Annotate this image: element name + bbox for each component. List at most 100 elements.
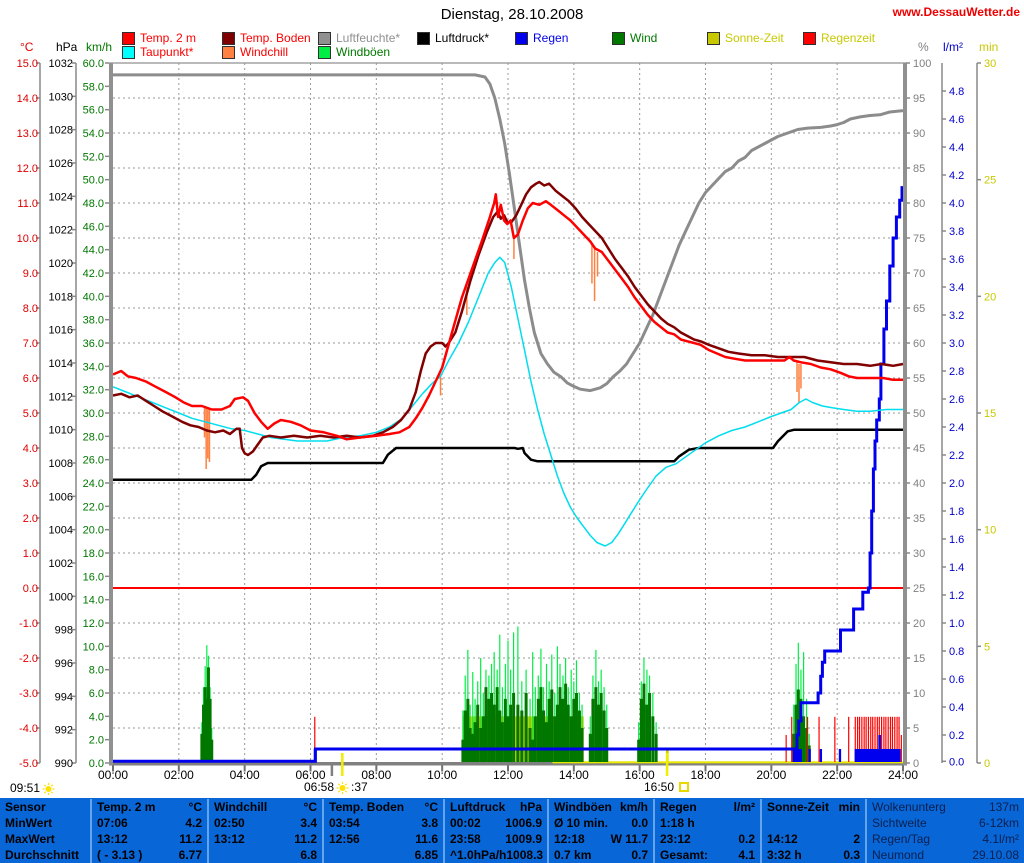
legend-item-windb-en: Windböen	[318, 45, 391, 59]
table-cell: 3:32 h 0.3	[767, 848, 860, 862]
svg-text:18.0: 18.0	[83, 548, 104, 560]
legend-label: Windchill	[240, 45, 289, 59]
svg-text:3.6: 3.6	[949, 254, 964, 266]
svg-text:1.0: 1.0	[23, 548, 38, 560]
table-cell: Sensor	[5, 800, 46, 814]
svg-text:8.0: 8.0	[89, 665, 104, 677]
legend-color-box	[318, 31, 331, 45]
svg-text:3.0: 3.0	[23, 478, 38, 490]
svg-text:1016: 1016	[49, 325, 73, 337]
svg-text:0.0: 0.0	[23, 583, 38, 595]
svg-text:42.0: 42.0	[83, 268, 104, 280]
svg-text:15.0: 15.0	[17, 58, 38, 70]
svg-text:1012: 1012	[49, 391, 73, 403]
svg-text:28.0: 28.0	[83, 431, 104, 443]
legend-label: Regenzeit	[821, 31, 876, 45]
svg-text:22:00: 22:00	[822, 768, 852, 782]
svg-text:1008: 1008	[49, 458, 73, 470]
series-regen-kumuliert	[113, 186, 904, 763]
svg-text:4.0: 4.0	[89, 711, 104, 723]
svg-text:25: 25	[913, 583, 925, 595]
legend-label: Temp. 2 m	[140, 31, 197, 45]
svg-text:15: 15	[984, 408, 996, 420]
legend-label: Taupunkt*	[140, 45, 194, 59]
table-cell: MinWert	[5, 816, 53, 830]
legend-label: Windböen	[336, 45, 391, 59]
table-cell	[762, 815, 865, 831]
svg-text:26.0: 26.0	[83, 455, 104, 467]
table-cell: MaxWert	[5, 832, 55, 846]
legend-item-sonne-zeit: Sonne-Zeit	[707, 31, 784, 45]
svg-text:6.0: 6.0	[89, 688, 104, 700]
svg-text:3.2: 3.2	[949, 310, 964, 322]
svg-text:15: 15	[913, 653, 925, 665]
svg-text:-1.0: -1.0	[19, 618, 38, 630]
sunrise-suffix: :37	[351, 780, 368, 794]
table-cell: 02:50 3.4	[214, 816, 317, 830]
legend-item-luftdruck-: Luftdruck*	[417, 31, 489, 45]
table-cell: 12:18 W 11.7	[554, 832, 648, 846]
series-luftfeuchte	[113, 73, 904, 393]
svg-text:13.0: 13.0	[17, 128, 38, 140]
svg-text:1032: 1032	[49, 58, 73, 70]
svg-text:10.0: 10.0	[83, 641, 104, 653]
svg-text:14.0: 14.0	[83, 595, 104, 607]
svg-text:1018: 1018	[49, 291, 73, 303]
svg-text:1006: 1006	[49, 491, 73, 503]
website-link[interactable]: www.DessauWetter.de	[892, 5, 1020, 19]
svg-text:12.0: 12.0	[83, 618, 104, 630]
table-cell: 14:12 2	[767, 832, 860, 846]
svg-text:58.0: 58.0	[83, 81, 104, 93]
svg-text:0.2: 0.2	[949, 730, 964, 742]
svg-text:04:00: 04:00	[230, 768, 260, 782]
table-cell: ( - 3.13 ) 6.77	[97, 848, 202, 862]
svg-text:60: 60	[913, 338, 925, 350]
svg-text:1010: 1010	[49, 425, 73, 437]
svg-text:08:00: 08:00	[361, 768, 391, 782]
svg-text:100: 100	[913, 58, 931, 70]
svg-text:20.0: 20.0	[83, 525, 104, 537]
svg-text:2.0: 2.0	[23, 513, 38, 525]
sun-icon	[336, 781, 349, 794]
svg-text:45: 45	[913, 443, 925, 455]
legend-item-luftfeuchte-: Luftfeuchte*	[318, 31, 400, 45]
daylight-duration: 09:51	[10, 781, 55, 795]
svg-text:44.0: 44.0	[83, 245, 104, 257]
legend-item-wind: Wind	[612, 31, 657, 45]
svg-text:2.8: 2.8	[949, 366, 964, 378]
table-cell: Durchschnitt	[5, 848, 80, 862]
svg-text:km/h: km/h	[86, 40, 112, 54]
table-cell: Ø 10 min. 0.0	[554, 816, 648, 830]
svg-text:hPa: hPa	[56, 40, 78, 54]
svg-text:3.4: 3.4	[949, 282, 964, 294]
x-axis	[109, 62, 907, 772]
svg-text:1.4: 1.4	[949, 562, 964, 574]
svg-text:1.6: 1.6	[949, 534, 964, 546]
table-column-regen: Regen l/m² 1:18 h 23:12 0.2 Gesamt: 4.1	[653, 799, 760, 863]
table-cell: 13:12 11.2	[97, 832, 202, 846]
svg-text:80: 80	[913, 198, 925, 210]
table-cell: 07:06 4.2	[97, 816, 202, 830]
svg-text:9.0: 9.0	[23, 268, 38, 280]
svg-text:-2.0: -2.0	[19, 653, 38, 665]
legend-label: Temp. Boden	[240, 31, 311, 45]
svg-text:10:00: 10:00	[427, 768, 457, 782]
svg-text:55: 55	[913, 373, 925, 385]
svg-text:0: 0	[984, 758, 990, 770]
table-cell: Regen l/m²	[660, 800, 755, 814]
svg-text:1002: 1002	[49, 558, 73, 570]
legend-item-temp-2-m: Temp. 2 m	[122, 31, 197, 45]
svg-text:4.0: 4.0	[949, 198, 964, 210]
svg-text:990: 990	[55, 758, 73, 770]
table-cell: 00:02 1006.9	[450, 816, 542, 830]
legend-color-box	[612, 31, 625, 45]
legend-item-regen: Regen	[515, 31, 569, 45]
table-cell: Sonne-Zeit min	[767, 800, 860, 814]
legend-color-box	[707, 31, 720, 45]
svg-text:1.0: 1.0	[949, 618, 964, 630]
svg-text:-3.0: -3.0	[19, 688, 38, 700]
svg-text:0.6: 0.6	[949, 674, 964, 686]
legend-item-temp-boden: Temp. Boden	[222, 31, 311, 45]
legend-label: Regen	[533, 31, 569, 45]
svg-text:0.0: 0.0	[949, 756, 964, 768]
